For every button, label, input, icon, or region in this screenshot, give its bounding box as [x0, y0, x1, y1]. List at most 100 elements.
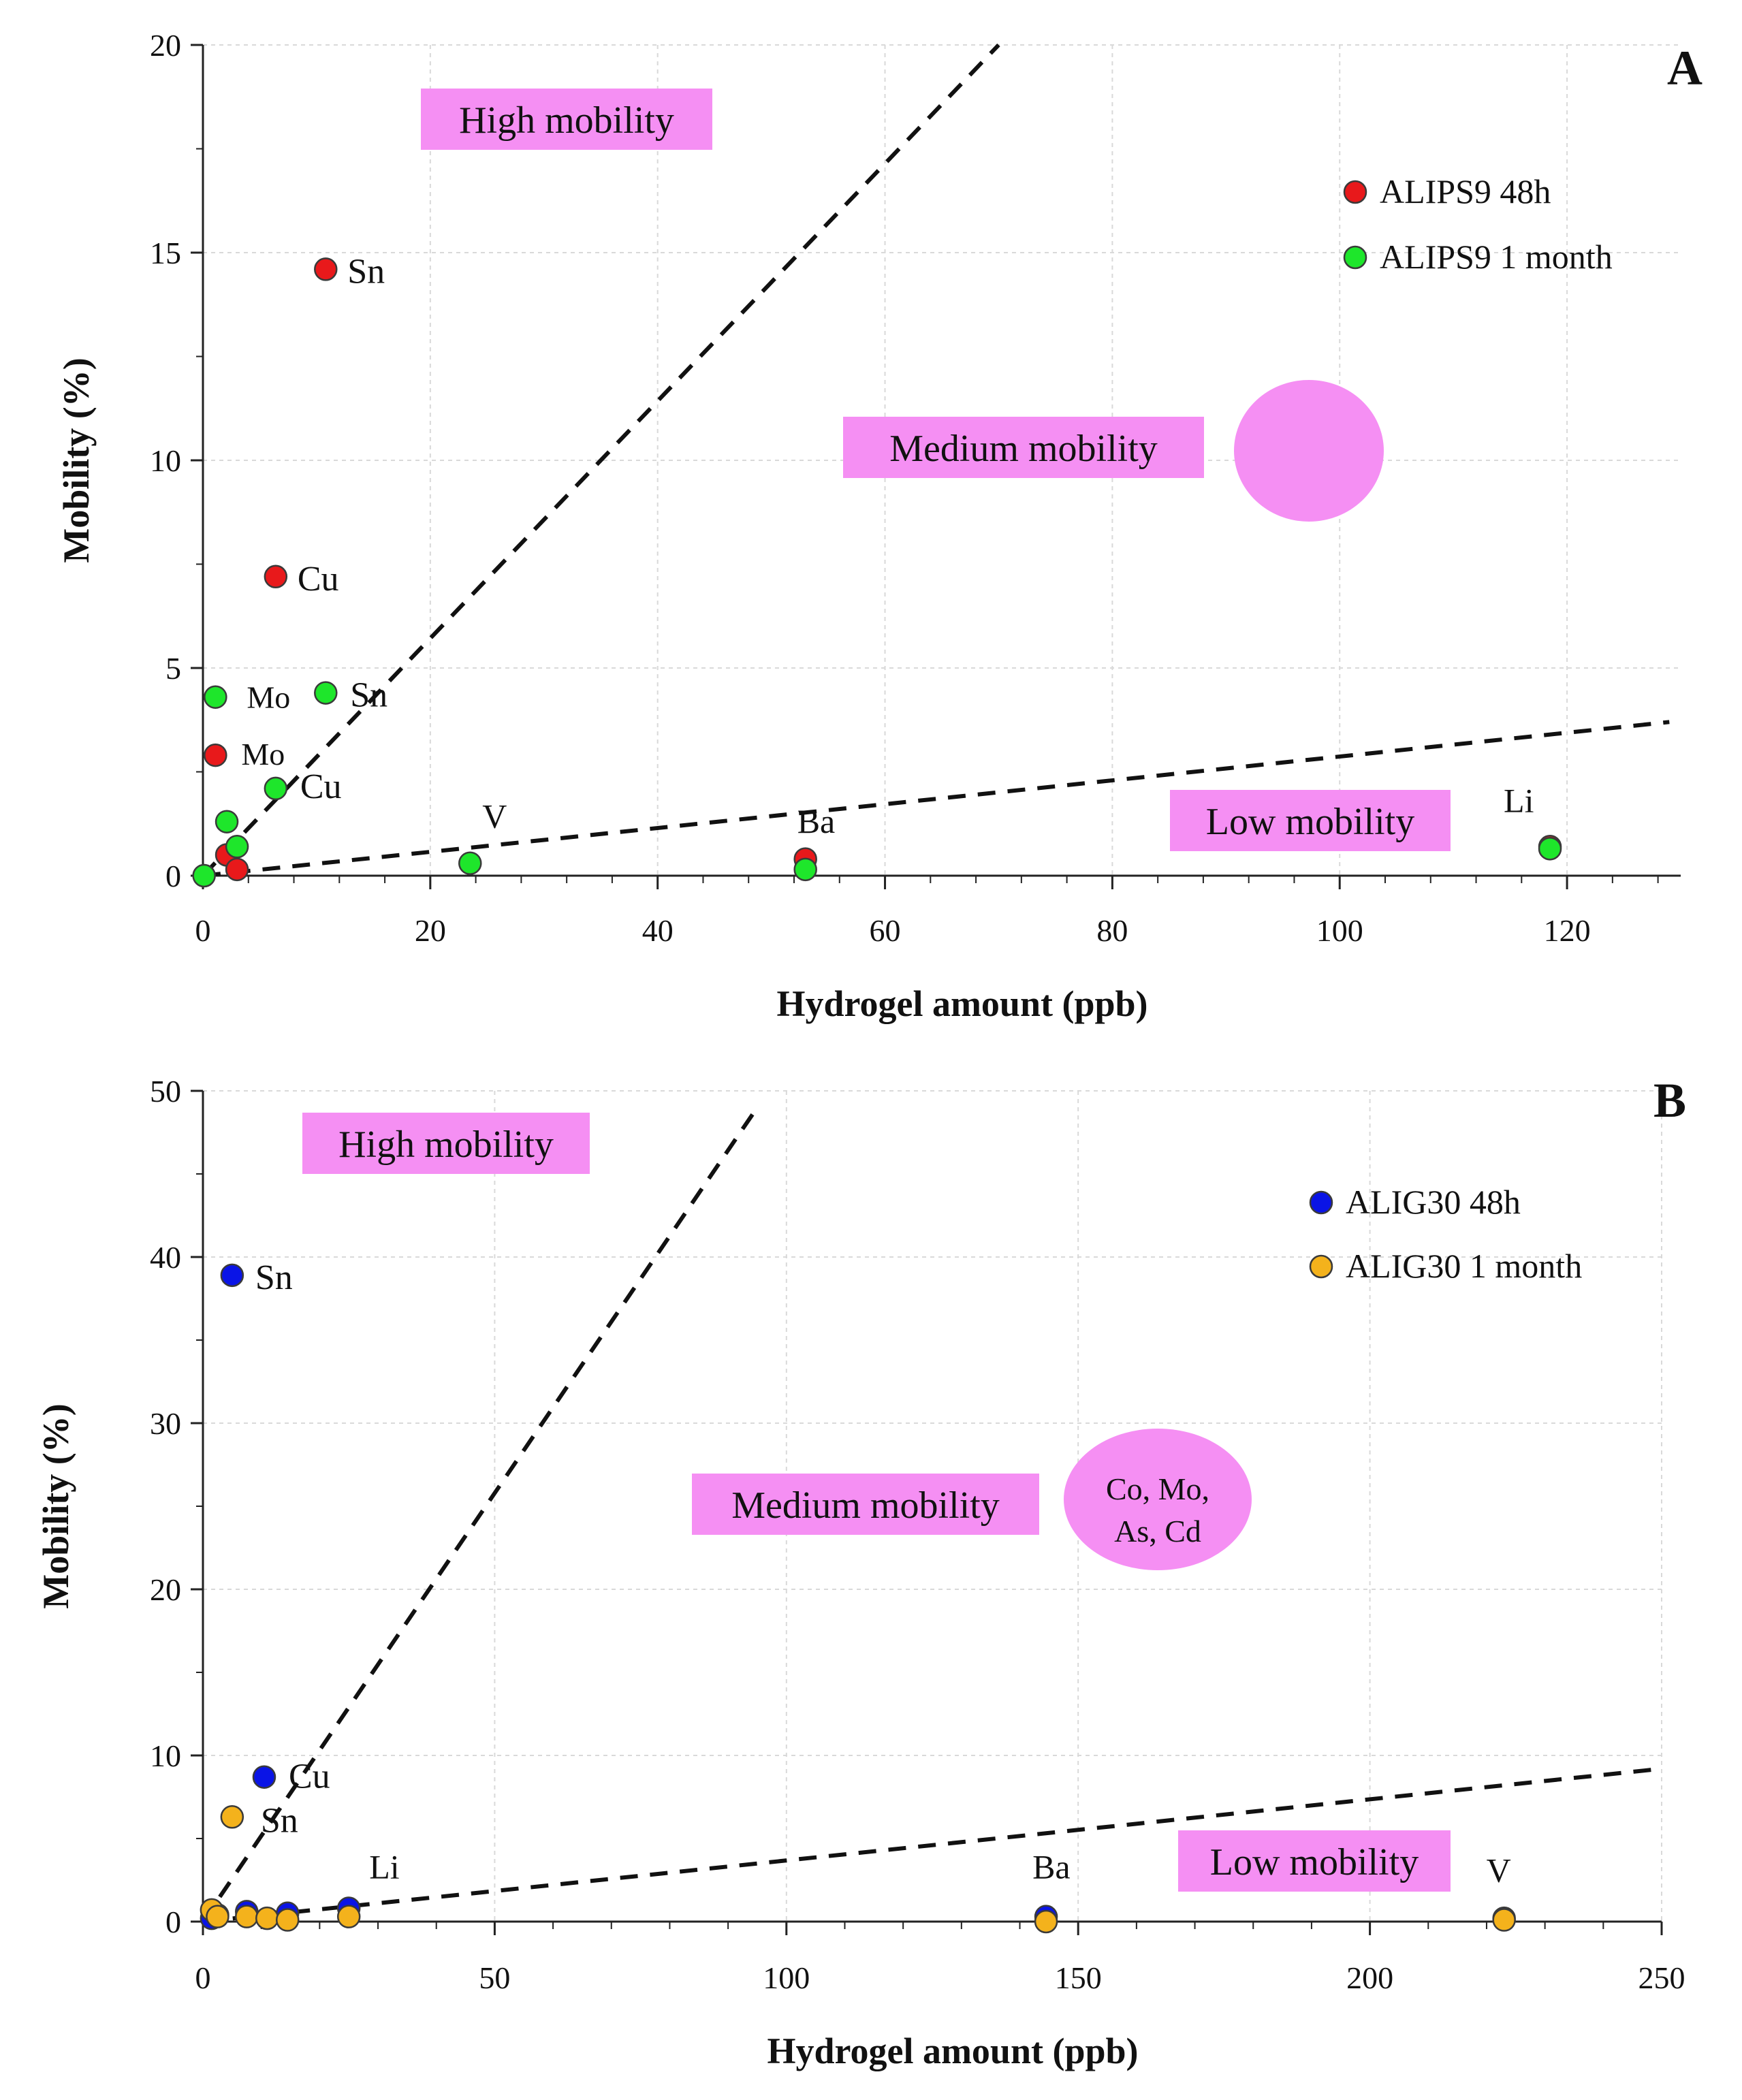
point-label-sn: Sn [261, 1801, 298, 1840]
chart-panel-b: 0 10 20 30 40 50 0 50 100 150 200 250 Hydrogel amoun… [35, 1073, 1686, 2071]
legend-marker [1309, 1254, 1333, 1279]
trend-line-2 [202, 1766, 1662, 1924]
x-tick-label: 60 [870, 913, 901, 948]
x-tick-label: 80 [1096, 913, 1128, 948]
point-label-mo: Mo [247, 680, 290, 715]
x-tick-label: 100 [1316, 913, 1363, 948]
legend-label: ALIG30 1 month [1346, 1247, 1582, 1285]
point-label-li: Li [1504, 781, 1534, 819]
medium-mobility-elements-bubble [1234, 380, 1384, 522]
y-tick-label: 20 [150, 1572, 181, 1607]
data-point [252, 1765, 276, 1789]
point-label-cu: Cu [289, 1757, 330, 1796]
y-tick-label: 20 [150, 28, 181, 63]
data-point [225, 835, 249, 859]
high-mobility-zone-box [421, 89, 712, 150]
point-label-cu: Cu [298, 560, 339, 599]
high-mobility-zone-label: High mobility [338, 1124, 554, 1166]
low-mobility-zone-box [1178, 1830, 1451, 1892]
x-tick-label: 20 [415, 913, 446, 948]
point-label-sn: Sn [347, 252, 385, 291]
data-point [336, 1905, 361, 1928]
y-tick-label: 0 [165, 1905, 181, 1939]
x-axis-title: Hydrogel amount (ppb) [776, 983, 1147, 1024]
data-point [264, 564, 288, 589]
y-tick-label: 10 [150, 443, 181, 478]
high-mobility-zone-box [302, 1113, 590, 1174]
low-mobility-zone-label: Low mobility [1210, 1841, 1419, 1883]
x-tick-label: 150 [1055, 1960, 1102, 1995]
x-tick-label: 0 [195, 1960, 211, 1995]
bubble-line-2: As, Cd [1114, 1514, 1201, 1548]
data-point [206, 1905, 229, 1928]
trend-line-2 [202, 720, 1670, 878]
series-alig30-1-month: Sn V [200, 1801, 1516, 1934]
point-label-ba: Ba [797, 802, 836, 840]
x-tick-label: 200 [1346, 1960, 1393, 1995]
low-mobility-zone-label: Low mobility [1206, 801, 1414, 843]
legend-marker [1343, 245, 1367, 270]
point-label-cu: Cu [300, 767, 342, 806]
x-tick-label: 250 [1638, 1960, 1685, 1995]
y-axis-title: Mobility (%) [35, 1403, 76, 1608]
data-point [204, 685, 227, 709]
series-alig30-48h: Sn Cu Li Ba [200, 1258, 1516, 1930]
series-alips9-48h: Sn Cu Mo [204, 252, 1562, 882]
data-point [220, 1805, 244, 1829]
point-label-sn: Sn [255, 1258, 293, 1297]
medium-mobility-zone-box [692, 1474, 1039, 1535]
y-tick-label: 5 [165, 651, 181, 686]
data-point [314, 681, 338, 705]
data-point [275, 1908, 300, 1932]
legend-label: ALIPS9 1 month [1380, 238, 1613, 276]
medium-mobility-elements-bubble [1064, 1429, 1252, 1570]
chart-panel-a: 0 5 10 15 20 0 20 40 60 80 100 120 Hydrogel amount (… [56, 28, 1703, 1024]
legend-marker [1343, 180, 1367, 204]
data-point [215, 810, 239, 833]
panel-letter: B [1653, 1073, 1686, 1128]
point-label-v: V [1487, 1851, 1511, 1890]
legend-marker [1309, 1190, 1333, 1215]
y-tick-label: 40 [150, 1240, 181, 1275]
trend-line-1 [201, 43, 1000, 878]
y-tick-label: 15 [150, 236, 181, 270]
point-label-v: V [482, 797, 507, 836]
y-tick-label: 0 [165, 859, 181, 893]
data-point [1492, 1908, 1516, 1932]
data-point [793, 857, 817, 882]
panel-letter: A [1667, 41, 1703, 95]
low-mobility-zone-box [1170, 790, 1451, 851]
legend-label: ALIG30 48h [1346, 1183, 1521, 1221]
point-label-mo: Mo [241, 737, 285, 771]
medium-mobility-elements-label: Co, Mo, As, Cd [1106, 1471, 1209, 1548]
series-alips9-1-month: Mo Sn Cu V Ba Li [192, 676, 1562, 888]
data-point [255, 1906, 279, 1930]
data-point [1034, 1909, 1058, 1934]
y-axis-title: Mobility (%) [56, 357, 97, 562]
x-axis-title: Hydrogel amount (ppb) [767, 2031, 1138, 2071]
data-point [264, 776, 288, 801]
point-label-li: Li [369, 1847, 399, 1886]
data-point [235, 1905, 259, 1928]
data-point [204, 743, 227, 767]
x-tick-label: 50 [479, 1960, 510, 1995]
bubble-line-1: Co, Mo, [1106, 1471, 1209, 1506]
point-label-sn: Sn [350, 676, 387, 715]
medium-mobility-zone-box [843, 417, 1204, 478]
data-point [220, 1263, 244, 1288]
y-tick-label: 50 [150, 1074, 181, 1109]
x-tick-label: 100 [763, 1960, 810, 1995]
y-tick-label: 10 [150, 1738, 181, 1773]
trend-line-1 [201, 1106, 759, 1923]
data-point [314, 257, 338, 281]
legend-label: ALIPS9 48h [1380, 172, 1551, 210]
high-mobility-zone-label: High mobility [459, 99, 674, 142]
data-point [458, 851, 482, 875]
y-tick-label: 30 [150, 1406, 181, 1441]
medium-mobility-zone-label: Medium mobility [731, 1484, 1000, 1527]
medium-mobility-zone-label: Medium mobility [889, 428, 1158, 470]
data-point [192, 863, 216, 888]
point-label-ba: Ba [1032, 1848, 1071, 1886]
data-point [225, 857, 249, 882]
